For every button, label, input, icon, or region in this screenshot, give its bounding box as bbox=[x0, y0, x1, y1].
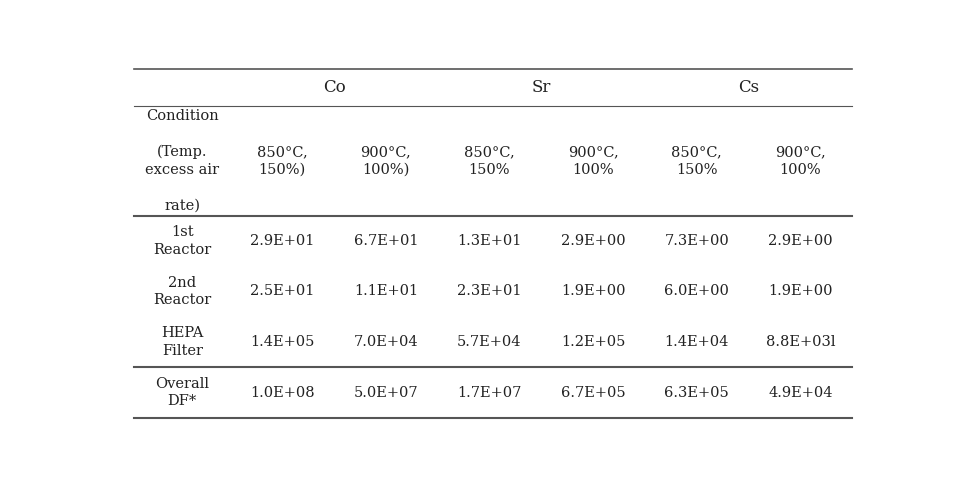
Text: 1.7E+07: 1.7E+07 bbox=[457, 386, 521, 400]
Text: 2.9E+00: 2.9E+00 bbox=[768, 234, 833, 248]
Text: 1.1E+01: 1.1E+01 bbox=[353, 284, 418, 298]
Text: Sr: Sr bbox=[532, 79, 551, 96]
Text: 2.5E+01: 2.5E+01 bbox=[250, 284, 314, 298]
Text: Condition

(Temp.
excess air

rate): Condition (Temp. excess air rate) bbox=[145, 109, 220, 213]
Text: 1.9E+00: 1.9E+00 bbox=[768, 284, 833, 298]
Text: 1.0E+08: 1.0E+08 bbox=[250, 386, 314, 400]
Text: 900°C,
100%: 900°C, 100% bbox=[775, 145, 826, 177]
Text: 2.9E+01: 2.9E+01 bbox=[250, 234, 314, 248]
Text: 4.9E+04: 4.9E+04 bbox=[768, 386, 833, 400]
Text: 6.7E+05: 6.7E+05 bbox=[561, 386, 626, 400]
Text: 7.3E+00: 7.3E+00 bbox=[665, 234, 729, 248]
Text: Cs: Cs bbox=[738, 79, 759, 96]
Text: 5.0E+07: 5.0E+07 bbox=[353, 386, 418, 400]
Text: Overall
DF*: Overall DF* bbox=[156, 377, 209, 408]
Text: 2.9E+00: 2.9E+00 bbox=[561, 234, 626, 248]
Text: 2.3E+01: 2.3E+01 bbox=[457, 284, 521, 298]
Text: 1.3E+01: 1.3E+01 bbox=[457, 234, 521, 248]
Text: 900°C,
100%: 900°C, 100% bbox=[567, 145, 619, 177]
Text: 900°C,
100%): 900°C, 100%) bbox=[360, 145, 412, 177]
Text: 1.2E+05: 1.2E+05 bbox=[561, 335, 626, 349]
Text: 7.0E+04: 7.0E+04 bbox=[353, 335, 418, 349]
Text: 1.9E+00: 1.9E+00 bbox=[561, 284, 626, 298]
Text: 850°C,
150%): 850°C, 150%) bbox=[257, 145, 308, 177]
Text: 850°C,
150%: 850°C, 150% bbox=[671, 145, 722, 177]
Text: 1st
Reactor: 1st Reactor bbox=[153, 225, 211, 256]
Text: 6.3E+05: 6.3E+05 bbox=[665, 386, 729, 400]
Text: 5.7E+04: 5.7E+04 bbox=[457, 335, 521, 349]
Text: 6.0E+00: 6.0E+00 bbox=[665, 284, 729, 298]
Text: 1.4E+04: 1.4E+04 bbox=[665, 335, 729, 349]
Text: 2nd
Reactor: 2nd Reactor bbox=[153, 276, 211, 307]
Text: 6.7E+01: 6.7E+01 bbox=[353, 234, 418, 248]
Text: 8.8E+03l: 8.8E+03l bbox=[766, 335, 835, 349]
Text: HEPA
Filter: HEPA Filter bbox=[161, 326, 203, 358]
Text: 850°C,
150%: 850°C, 150% bbox=[464, 145, 515, 177]
Text: Co: Co bbox=[323, 79, 346, 96]
Text: 1.4E+05: 1.4E+05 bbox=[250, 335, 314, 349]
